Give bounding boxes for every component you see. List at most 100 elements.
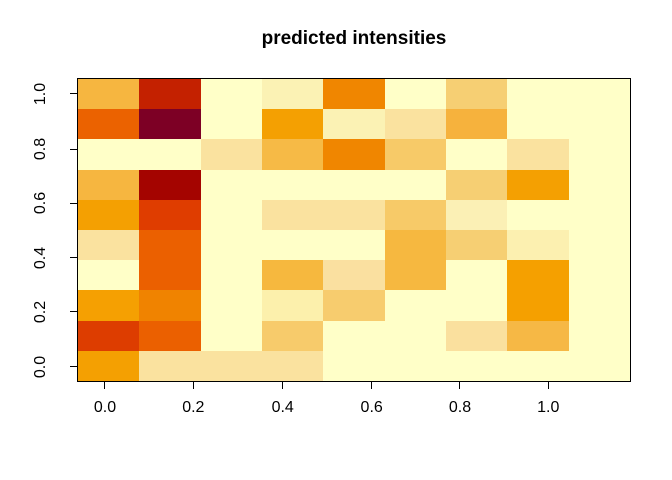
heatmap-cell-r3-c0 <box>78 169 140 200</box>
heatmap-cell-r1-c0 <box>78 109 140 140</box>
y-tick-mark <box>70 148 77 150</box>
heatmap-cell-r6-c8 <box>568 260 630 291</box>
heatmap-cell-r1-c3 <box>261 109 324 140</box>
y-tick-mark <box>70 257 77 259</box>
heatmap-cell-r1-c1 <box>139 109 201 140</box>
heatmap-cell-r7-c0 <box>78 290 140 321</box>
heatmap-cell-r4-c3 <box>261 199 324 230</box>
y-tick-label: 0.2 <box>32 300 49 324</box>
heatmap-cell-r9-c2 <box>200 350 262 381</box>
heatmap-cell-r9-c8 <box>568 350 630 381</box>
heatmap-cell-r6-c1 <box>139 260 201 291</box>
x-tick-mark <box>459 382 461 389</box>
heatmap-cell-r5-c6 <box>445 230 508 261</box>
heatmap-cell-r4-c8 <box>568 199 630 230</box>
heatmap-cell-r7-c4 <box>323 290 385 321</box>
heatmap-cell-r5-c1 <box>139 230 201 261</box>
heatmap-cell-r4-c2 <box>200 199 262 230</box>
heatmap-cell-r5-c0 <box>78 230 140 261</box>
heatmap-cell-r9-c4 <box>323 350 385 381</box>
heatmap-grid <box>78 79 630 381</box>
heatmap-cell-r8-c7 <box>507 320 569 351</box>
heatmap-cell-r5-c2 <box>200 230 262 261</box>
heatmap-cell-r0-c4 <box>323 79 385 110</box>
heatmap-cell-r4-c5 <box>384 199 446 230</box>
heatmap-cell-r7-c6 <box>445 290 508 321</box>
heatmap-cell-r2-c7 <box>507 139 569 170</box>
heatmap-cell-r9-c5 <box>384 350 446 381</box>
x-tick-label: 1.0 <box>537 399 560 416</box>
heatmap-cell-r8-c8 <box>568 320 630 351</box>
heatmap-cell-r0-c7 <box>507 79 569 110</box>
x-tick-mark <box>547 382 549 389</box>
y-tick-label: 0.4 <box>32 246 49 269</box>
heatmap-cell-r0-c2 <box>200 79 262 110</box>
heatmap-cell-r1-c7 <box>507 109 569 140</box>
heatmap-plot-area <box>77 78 631 382</box>
heatmap-cell-r5-c3 <box>261 230 324 261</box>
heatmap-cell-r7-c2 <box>200 290 262 321</box>
heatmap-cell-r9-c1 <box>139 350 201 381</box>
y-tick-label: 0.0 <box>32 355 49 378</box>
heatmap-cell-r5-c7 <box>507 230 569 261</box>
heatmap-cell-r1-c4 <box>323 109 385 140</box>
heatmap-cell-r2-c5 <box>384 139 446 170</box>
heatmap-cell-r0-c5 <box>384 79 446 110</box>
x-tick-mark <box>282 382 284 389</box>
heatmap-cell-r2-c8 <box>568 139 630 170</box>
plot-title: predicted intensities <box>261 28 447 49</box>
heatmap-cell-r6-c2 <box>200 260 262 291</box>
heatmap-cell-r9-c6 <box>445 350 508 381</box>
heatmap-cell-r0-c1 <box>139 79 201 110</box>
heatmap-cell-r7-c5 <box>384 290 446 321</box>
y-tick-label: 1.0 <box>32 82 49 106</box>
heatmap-cell-r0-c0 <box>78 79 140 110</box>
heatmap-cell-r1-c2 <box>200 109 262 140</box>
heatmap-cell-r3-c2 <box>200 169 262 200</box>
heatmap-cell-r2-c6 <box>445 139 508 170</box>
heatmap-cell-r6-c4 <box>323 260 385 291</box>
x-tick-label: 0.0 <box>93 399 117 416</box>
x-tick-label: 0.6 <box>360 399 383 416</box>
heatmap-cell-r8-c0 <box>78 320 140 351</box>
heatmap-cell-r3-c8 <box>568 169 630 200</box>
heatmap-cell-r1-c6 <box>445 109 508 140</box>
heatmap-cell-r9-c3 <box>261 350 324 381</box>
heatmap-cell-r6-c7 <box>507 260 569 291</box>
heatmap-cell-r8-c6 <box>445 320 508 351</box>
heatmap-cell-r4-c4 <box>323 199 385 230</box>
heatmap-cell-r7-c1 <box>139 290 201 321</box>
heatmap-cell-r8-c1 <box>139 320 201 351</box>
heatmap-cell-r5-c5 <box>384 230 446 261</box>
heatmap-cell-r6-c6 <box>445 260 508 291</box>
heatmap-cell-r2-c0 <box>78 139 140 170</box>
y-tick-label: 0.6 <box>32 192 49 215</box>
heatmap-cell-r3-c7 <box>507 169 569 200</box>
y-tick-label: 0.8 <box>32 137 49 161</box>
heatmap-cell-r3-c4 <box>323 169 385 200</box>
x-tick-mark <box>371 382 373 389</box>
heatmap-cell-r3-c3 <box>261 169 324 200</box>
y-tick-mark <box>70 93 77 95</box>
x-tick-label: 0.8 <box>448 399 472 416</box>
heatmap-cell-r5-c8 <box>568 230 630 261</box>
heatmap-cell-r4-c6 <box>445 199 508 230</box>
heatmap-cell-r2-c1 <box>139 139 201 170</box>
heatmap-cell-r3-c5 <box>384 169 446 200</box>
heatmap-cell-r0-c6 <box>445 79 508 110</box>
x-tick-mark <box>104 382 106 389</box>
heatmap-cell-r0-c8 <box>568 79 630 110</box>
heatmap-cell-r6-c0 <box>78 260 140 291</box>
x-tick-label: 0.2 <box>182 399 205 416</box>
heatmap-cell-r7-c8 <box>568 290 630 321</box>
heatmap-cell-r8-c4 <box>323 320 385 351</box>
heatmap-cell-r1-c5 <box>384 109 446 140</box>
heatmap-cell-r4-c0 <box>78 199 140 230</box>
y-tick-mark <box>70 202 77 204</box>
heatmap-cell-r8-c3 <box>261 320 324 351</box>
x-tick-mark <box>192 382 194 389</box>
y-tick-mark <box>70 311 77 313</box>
heatmap-cell-r2-c4 <box>323 139 385 170</box>
heatmap-cell-r2-c3 <box>261 139 324 170</box>
